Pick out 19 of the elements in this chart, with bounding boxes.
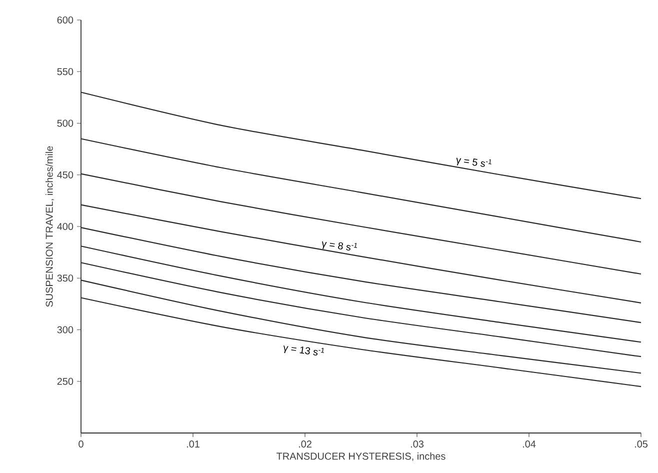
x-tick-label: .04 (522, 440, 536, 448)
annotation: γ = 8 s$^{-1}$ (322, 241, 357, 251)
x-tick-label: .05 (634, 440, 648, 448)
x-tick-label: .01 (186, 440, 200, 448)
y-tick-label: 600 (57, 16, 74, 24)
y-tick-label: 350 (57, 274, 74, 282)
annotation: γ = 13 s$^{-1}$ (284, 346, 324, 356)
y-tick-label: 400 (57, 222, 74, 230)
x-tick-label: .02 (298, 440, 312, 448)
y-tick-label: 300 (57, 326, 74, 334)
annotation: γ = 5 s$^{-1}$ (456, 158, 492, 167)
y-tick-label: 450 (57, 171, 74, 178)
x-tick-label: 0 (78, 440, 84, 448)
x-axis-title: TRANSDUCER HYSTERESIS, inches (276, 452, 446, 461)
y-axis-title: SUSPENSION TRAVEL, inches/mile (46, 146, 54, 307)
x-tick-label: .03 (410, 440, 424, 448)
y-tick-label: 500 (57, 120, 74, 127)
y-tick-label: 250 (57, 378, 74, 385)
y-tick-label: 550 (57, 68, 74, 76)
